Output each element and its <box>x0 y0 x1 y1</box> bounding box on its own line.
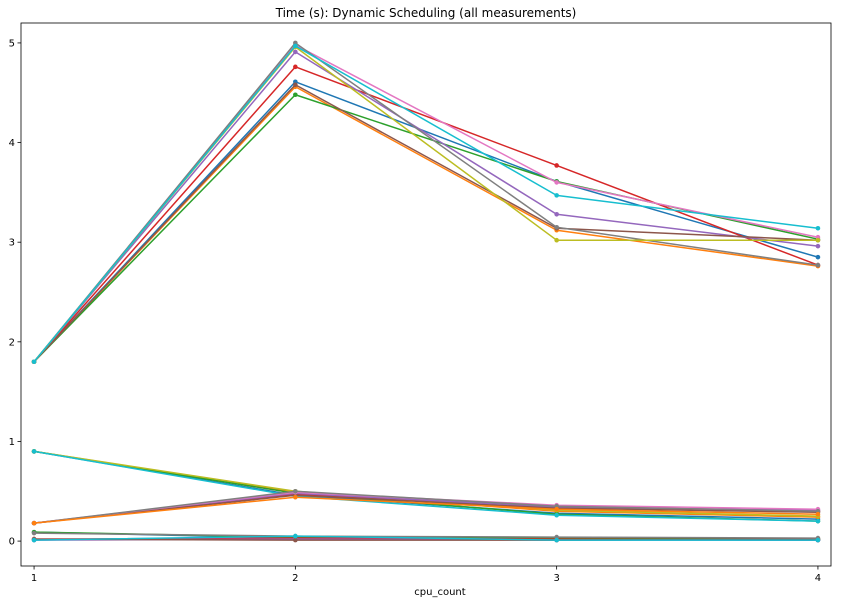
data-point <box>293 494 298 500</box>
axes-layer: 1 2 3 4 0 1 2 3 4 5 <box>9 22 832 584</box>
data-point <box>554 180 559 185</box>
series-line <box>33 496 818 524</box>
series-line <box>34 535 818 541</box>
data-point <box>554 163 559 168</box>
data-point <box>293 82 298 88</box>
x-axis-label: cpu_count <box>414 587 465 598</box>
y-tick-label: 2 <box>9 337 15 348</box>
y-tick-label: 1 <box>9 437 15 448</box>
data-point <box>554 212 559 217</box>
data-point <box>293 92 298 98</box>
series-line <box>33 490 818 524</box>
y-tick-label: 5 <box>9 38 15 49</box>
data-point <box>815 243 821 249</box>
data-point <box>31 530 37 536</box>
data-point <box>815 511 821 517</box>
series-line <box>34 532 818 539</box>
series-line <box>33 45 819 363</box>
plot-background <box>21 23 831 566</box>
series-line <box>33 84 818 363</box>
series-line <box>33 42 819 363</box>
data-point <box>31 520 37 526</box>
series-21 <box>31 494 821 526</box>
data-point <box>554 237 559 243</box>
data-point <box>31 449 37 454</box>
series-line <box>33 450 818 522</box>
y-tick-label: 3 <box>9 238 15 249</box>
plot-frame <box>20 22 832 567</box>
data-point <box>31 359 37 365</box>
data-point <box>293 488 298 494</box>
data-point <box>554 224 559 230</box>
data-point <box>293 537 298 543</box>
x-tick-label: 3 <box>553 573 559 584</box>
data-point <box>293 43 298 49</box>
data-point <box>815 254 821 260</box>
x-tick-label: 4 <box>815 573 821 584</box>
data-point <box>815 225 821 231</box>
data-point <box>554 193 559 198</box>
data-point <box>293 533 298 539</box>
data-point <box>31 537 37 543</box>
data-point <box>554 537 559 543</box>
series-line <box>33 81 819 363</box>
y-tick-label: 4 <box>9 138 15 149</box>
y-tick-label: 0 <box>9 537 15 548</box>
series-28 <box>31 533 821 543</box>
data-point <box>293 64 298 70</box>
chart-title: Time (s): Dynamic Scheduling (all measur… <box>275 6 577 20</box>
data-point <box>815 537 821 543</box>
series-line <box>33 494 818 524</box>
series-layer <box>31 40 821 543</box>
x-tick-label: 2 <box>292 573 298 584</box>
data-point <box>815 237 821 243</box>
data-point <box>293 49 298 55</box>
series-line <box>33 66 819 363</box>
x-tick-label: 1 <box>31 573 37 584</box>
data-point <box>815 518 821 524</box>
data-point <box>554 512 559 518</box>
series-10 <box>31 43 821 365</box>
data-point <box>554 506 559 512</box>
data-point <box>815 262 821 268</box>
series-line <box>33 51 819 363</box>
